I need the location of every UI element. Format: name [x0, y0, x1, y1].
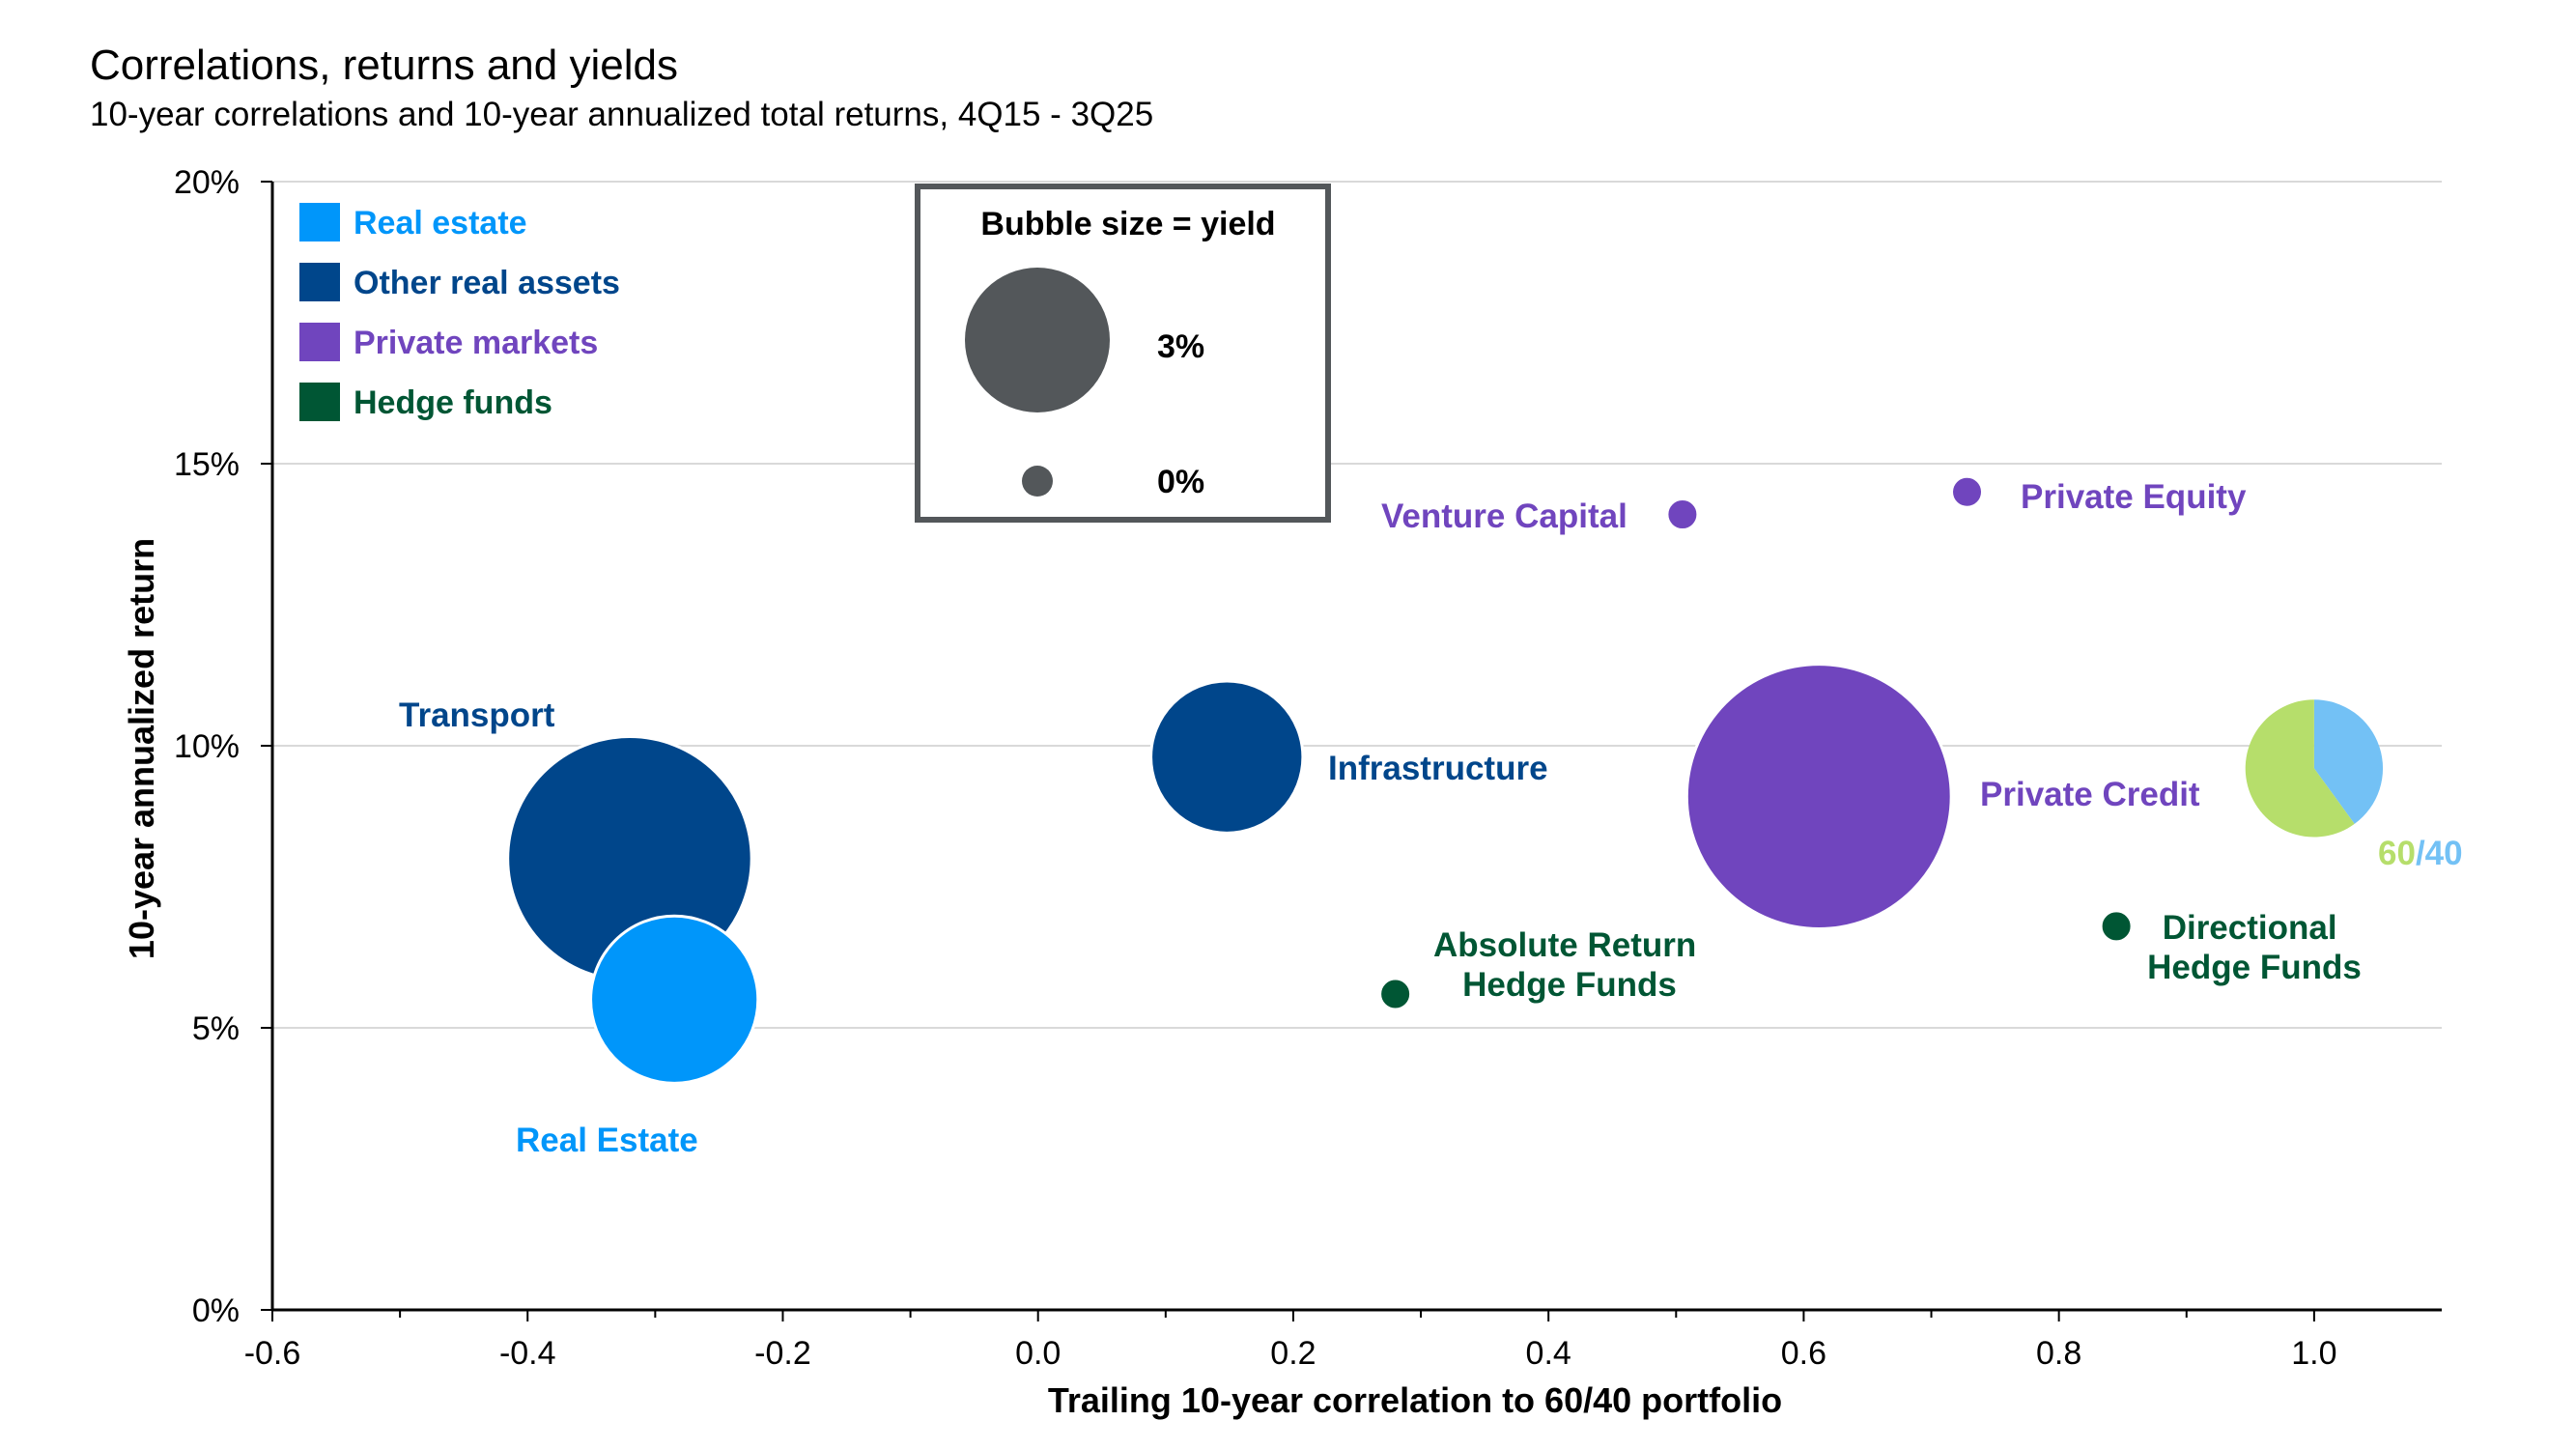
label-60-40: 60/40: [2378, 835, 2463, 872]
legend-label-other-real-assets: Other real assets: [354, 265, 620, 301]
x-tick-label-1: -0.4: [499, 1335, 556, 1372]
y-tick-label-3: 15%: [174, 446, 240, 483]
label-absolute-return-hedge-funds: Absolute Return Hedge Funds: [1433, 926, 1706, 1004]
bubble-absolute-return-hedge-funds: [1378, 977, 1413, 1011]
size-key-large-label: 3%: [1157, 328, 1204, 365]
y-axis-ticks: 0% 5% 10% 15% 20%: [174, 164, 272, 1329]
legend-label-private-markets: Private markets: [354, 325, 598, 361]
size-key-title: Bubble size = yield: [980, 206, 1275, 242]
bubble-directional-hedge-funds: [2099, 909, 2134, 944]
x-tick-label-0: -0.6: [244, 1335, 301, 1372]
label-directional-hedge-funds: Directional Hedge Funds: [2147, 909, 2362, 986]
x-axis-label: Trailing 10-year correlation to 60/40 po…: [1048, 1380, 1782, 1420]
label-absolute-return-line2: Hedge Funds: [1462, 966, 1677, 1004]
size-key-bubble-small: [1022, 466, 1053, 497]
bubble-private-equity: [1950, 474, 1985, 509]
x-tick-label-8: 1.0: [2291, 1335, 2336, 1372]
chart-subtitle: 10-year correlations and 10-year annuali…: [90, 96, 1153, 133]
y-axis-label: 10-year annualized return: [122, 538, 161, 959]
legend-label-real-estate: Real estate: [354, 205, 527, 242]
label-directional-line1: Directional: [2163, 909, 2337, 947]
legend: Real estate Other real assets Private mark…: [299, 203, 620, 421]
label-venture-capital: Venture Capital: [1381, 497, 1628, 535]
chart-title: Correlations, returns and yields: [90, 42, 678, 89]
label-60-40-part1: 60: [2378, 835, 2416, 872]
legend-swatch-private-markets: [299, 323, 340, 361]
y-tick-label-2: 10%: [174, 728, 240, 765]
size-key-bubble-large: [965, 268, 1110, 412]
bubbles: [506, 474, 2134, 1085]
label-absolute-return-line1: Absolute Return: [1433, 926, 1696, 964]
label-real-estate: Real Estate: [516, 1122, 698, 1159]
x-tick-label-7: 0.8: [2036, 1335, 2081, 1372]
pie-slice-stocks: [2245, 699, 2355, 838]
label-directional-line2: Hedge Funds: [2147, 949, 2362, 986]
size-key-small-label: 0%: [1157, 464, 1204, 500]
label-private-equity: Private Equity: [2021, 478, 2247, 516]
legend-swatch-hedge-funds: [299, 383, 340, 421]
pie-slice-bonds: [2313, 699, 2384, 824]
label-60-40-sep: /: [2416, 835, 2425, 872]
label-private-credit: Private Credit: [1980, 776, 2200, 813]
x-tick-label-5: 0.4: [1526, 1335, 1571, 1372]
y-tick-label-0: 0%: [192, 1293, 240, 1329]
legend-label-hedge-funds: Hedge funds: [354, 384, 552, 421]
bubble-60-40: [2245, 699, 2384, 838]
legend-swatch-real-estate: [299, 203, 340, 242]
bubble-labels: Transport Real Estate Infrastructure Abs…: [399, 478, 2463, 1159]
label-transport: Transport: [399, 696, 555, 734]
x-tick-label-6: 0.6: [1781, 1335, 1826, 1372]
y-tick-label-1: 5%: [192, 1010, 240, 1047]
bubble-real-estate: [589, 914, 760, 1085]
bubble-private-credit: [1684, 663, 1953, 930]
x-tick-label-4: 0.2: [1270, 1335, 1316, 1372]
x-axis-ticks: -0.6 -0.4 -0.2 0.0 0.2 0.4 0.6 0.8 1.0: [244, 1310, 2337, 1372]
size-key-box: [915, 184, 1331, 523]
x-tick-label-2: -0.2: [754, 1335, 811, 1372]
bubble-infrastructure: [1149, 679, 1305, 835]
label-60-40-part2: 40: [2425, 835, 2463, 872]
legend-swatch-other-real-assets: [299, 263, 340, 301]
x-tick-label-3: 0.0: [1015, 1335, 1061, 1372]
size-key: Bubble size = yield 3% 0%: [915, 184, 1331, 523]
y-tick-label-4: 20%: [174, 164, 240, 201]
bubble-venture-capital: [1665, 497, 1700, 532]
label-infrastructure: Infrastructure: [1328, 750, 1548, 787]
